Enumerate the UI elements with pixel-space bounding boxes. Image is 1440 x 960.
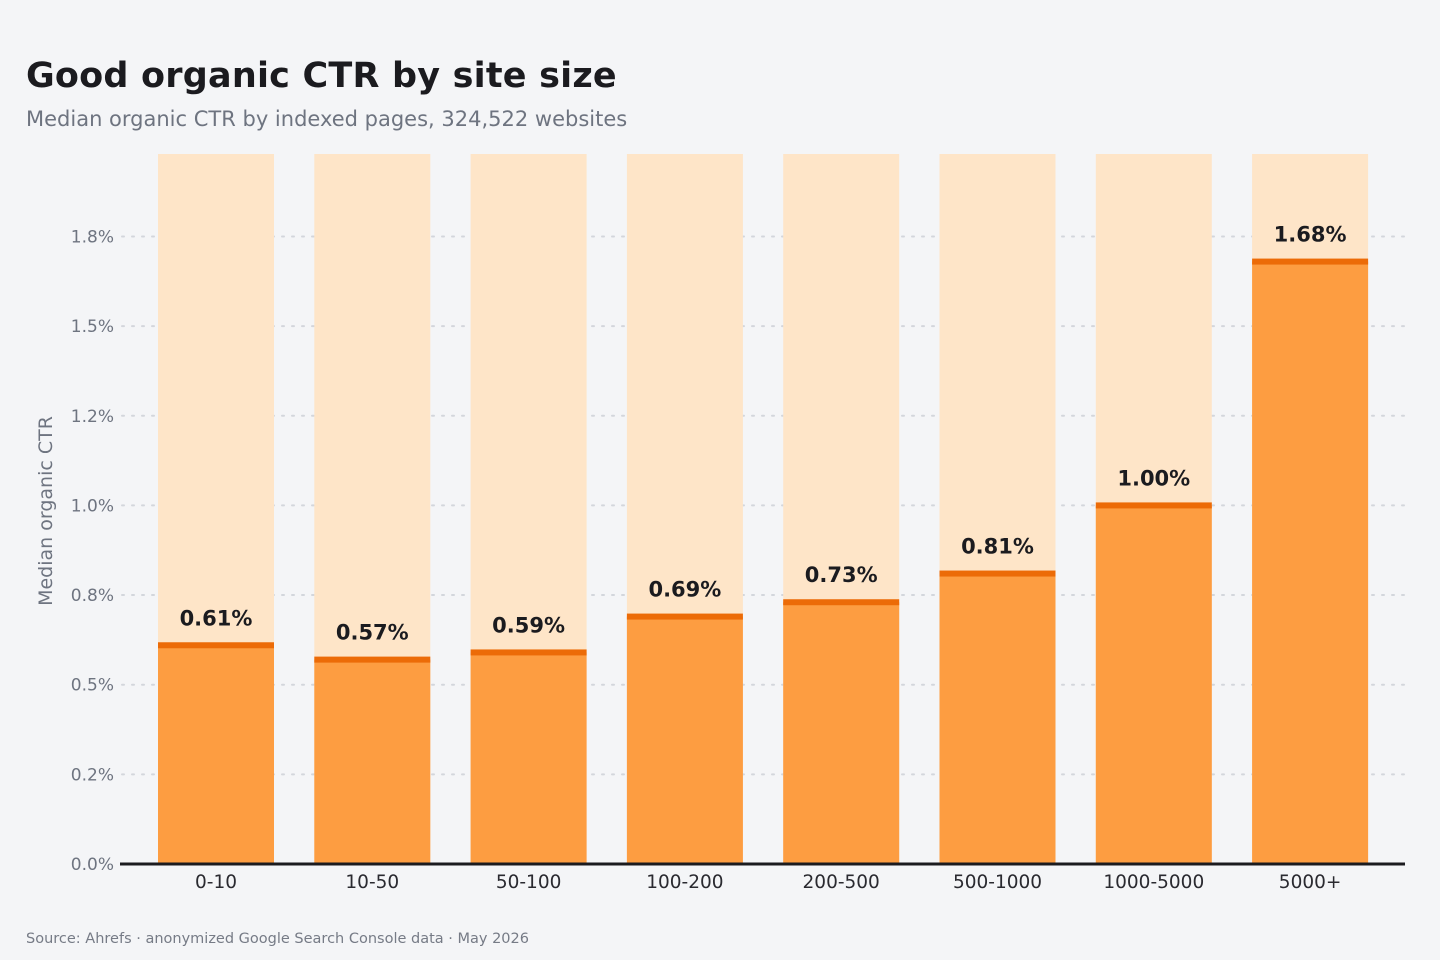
y-tick-label: 0.5%	[71, 676, 114, 696]
x-tick-label: 200-500	[803, 872, 880, 893]
bar[interactable]	[939, 573, 1056, 864]
y-tick-label: 0.8%	[71, 586, 114, 606]
value-label: 0.57%	[336, 621, 409, 645]
x-tick-label: 1000-5000	[1103, 872, 1204, 893]
bar[interactable]	[1095, 505, 1212, 864]
bar[interactable]	[1252, 261, 1369, 864]
y-axis-title: Median organic CTR	[35, 416, 57, 606]
value-label: 0.59%	[492, 613, 565, 637]
bar-top-marker	[470, 649, 587, 656]
bar[interactable]	[626, 616, 743, 864]
bar-top-marker	[158, 642, 274, 649]
value-label: 1.68%	[1274, 223, 1347, 247]
x-tick-label: 5000+	[1279, 872, 1342, 893]
y-tick-label: 1.8%	[71, 227, 114, 247]
bar[interactable]	[314, 659, 431, 864]
x-tick-label: 50-100	[496, 872, 562, 893]
x-tick-label: 0-10	[195, 872, 237, 893]
value-label: 0.69%	[648, 578, 721, 602]
y-tick-label: 1.5%	[71, 317, 114, 337]
source-note: Source: Ahrefs · anonymized Google Searc…	[26, 931, 529, 947]
x-tick-label: 100-200	[646, 872, 723, 893]
chart-subtitle: Median organic CTR by indexed pages, 324…	[26, 107, 628, 131]
bar-top-marker	[314, 656, 431, 663]
y-tick-label: 1.2%	[71, 407, 114, 427]
chart-title: Good organic CTR by site size	[26, 56, 617, 96]
value-label: 1.00%	[1117, 466, 1190, 490]
x-tick-label: 500-1000	[953, 872, 1042, 893]
y-tick-label: 0.0%	[71, 855, 114, 875]
bar-top-marker	[626, 613, 743, 620]
bar-top-marker	[939, 570, 1056, 577]
bar-top-marker	[1252, 258, 1369, 265]
value-label: 0.81%	[961, 535, 1034, 559]
bar[interactable]	[158, 645, 274, 864]
y-tick-label: 0.2%	[71, 765, 114, 785]
value-label: 0.61%	[180, 606, 253, 630]
bar[interactable]	[783, 602, 900, 864]
bar-top-marker	[783, 599, 900, 606]
x-tick-label: 10-50	[345, 872, 399, 893]
value-label: 0.73%	[805, 563, 878, 587]
bar[interactable]	[470, 652, 587, 864]
bar-top-marker	[1095, 502, 1212, 509]
y-tick-label: 1.0%	[71, 496, 114, 516]
